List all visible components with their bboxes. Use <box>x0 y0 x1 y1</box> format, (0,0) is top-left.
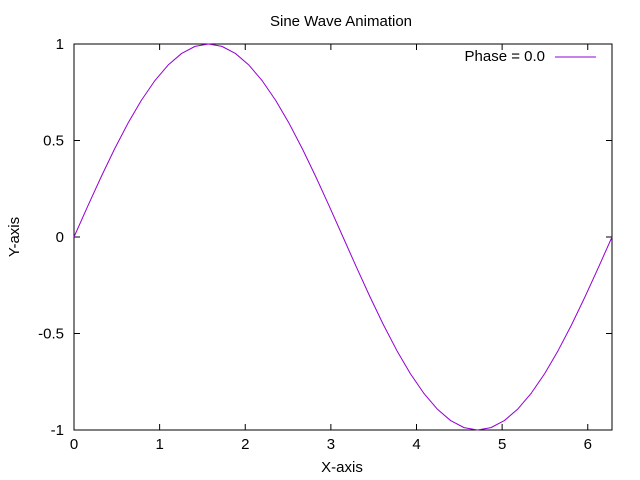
x-tick-label: 2 <box>241 436 249 453</box>
y-tick-label: 1 <box>56 36 64 53</box>
legend-entry-label: Phase = 0.0 <box>465 48 545 65</box>
y-axis-label: Y-axis <box>6 217 23 257</box>
x-axis-label: X-axis <box>321 459 363 476</box>
x-tick-label: 6 <box>584 436 592 453</box>
axis-tick-labels: 0 1 2 3 4 5 6 1 0.5 0 -0.5 -1 <box>38 36 592 453</box>
y-tick-label: 0.5 <box>43 133 64 150</box>
x-tick-label: 1 <box>155 436 163 453</box>
series-line <box>73 43 613 431</box>
chart-title: Sine Wave Animation <box>270 13 412 30</box>
y-tick-label: 0 <box>56 229 64 246</box>
y-tick-label: -1 <box>51 422 64 439</box>
x-tick-label: 0 <box>70 436 78 453</box>
x-tick-label: 5 <box>498 436 506 453</box>
chart-legend: Phase = 0.0 <box>465 48 596 65</box>
axis-ticks <box>73 43 612 431</box>
series-layer <box>73 43 613 431</box>
y-tick-label: -0.5 <box>38 326 64 343</box>
x-tick-label: 4 <box>412 436 420 453</box>
x-tick-label: 3 <box>327 436 335 453</box>
